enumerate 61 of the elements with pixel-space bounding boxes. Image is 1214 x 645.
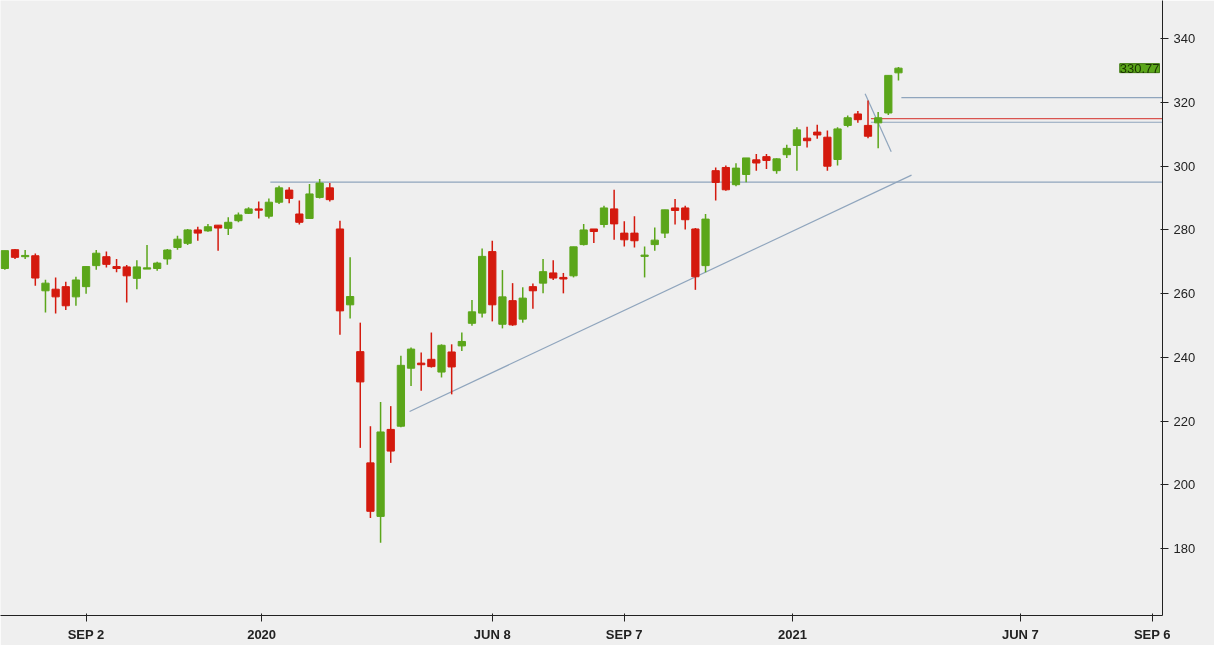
candlestick <box>660 209 670 239</box>
candlestick <box>61 281 70 311</box>
candlestick <box>538 258 548 295</box>
candlestick <box>406 346 416 387</box>
y-tick-label: 300 <box>1173 158 1196 174</box>
x-tick-label: JUN 8 <box>473 626 511 642</box>
candlestick <box>457 331 466 352</box>
x-tick-label: 2020 <box>247 626 277 642</box>
annotation: 330.77 <box>1119 60 1160 76</box>
candlestick <box>51 276 60 315</box>
x-tick-label: SEP 6 <box>1133 626 1171 642</box>
candlestick <box>31 252 40 287</box>
y-tick-label: 200 <box>1173 477 1196 493</box>
candlestick <box>0 249 9 271</box>
candlestick <box>731 162 741 188</box>
candlestick <box>518 286 527 324</box>
candlestick <box>670 198 680 226</box>
candlestick <box>71 276 81 307</box>
y-tick-label: 280 <box>1173 222 1196 238</box>
candlestick <box>345 256 355 320</box>
candlestick <box>132 259 141 290</box>
candlestick <box>142 244 152 270</box>
candlestick <box>650 226 659 252</box>
candlestick <box>264 197 273 220</box>
y-tick-label: 340 <box>1173 31 1196 47</box>
x-tick-label: JUN 7 <box>1001 626 1039 642</box>
candlestick <box>559 272 568 295</box>
candlestick <box>325 182 334 203</box>
y-tick-label: 240 <box>1173 349 1196 365</box>
candlestick <box>549 259 558 281</box>
x-tick-label: SEP 7 <box>605 626 643 642</box>
y-tick-label: 180 <box>1173 541 1196 557</box>
candlestick <box>681 204 690 231</box>
candlestick <box>274 184 284 205</box>
y-tick-label: 260 <box>1173 286 1196 302</box>
candlestick <box>742 157 751 183</box>
candlestick <box>447 343 456 396</box>
y-tick-label: 320 <box>1173 94 1196 110</box>
candlestick <box>81 265 91 295</box>
candlestick <box>528 282 538 310</box>
candlestick <box>610 189 619 241</box>
x-tick-label: 2021 <box>778 626 808 642</box>
candlestick <box>579 223 588 247</box>
candlestick <box>721 164 730 192</box>
candlestick <box>711 166 720 202</box>
candlestick <box>92 249 101 271</box>
candlestick <box>386 405 395 464</box>
candlestick <box>417 351 426 392</box>
y-tick-label: 220 <box>1173 413 1196 429</box>
candlestick <box>599 204 609 229</box>
candlestick <box>874 111 883 150</box>
candlestick <box>41 278 50 314</box>
candlestick <box>295 199 304 226</box>
candlestick <box>640 245 649 279</box>
x-tick-label: SEP 2 <box>67 626 105 642</box>
candlestick <box>792 126 802 172</box>
candlestick <box>467 299 477 327</box>
candlestick <box>589 228 598 244</box>
candlestick <box>213 224 223 252</box>
candlestick <box>427 331 436 369</box>
candlestick <box>863 99 873 139</box>
